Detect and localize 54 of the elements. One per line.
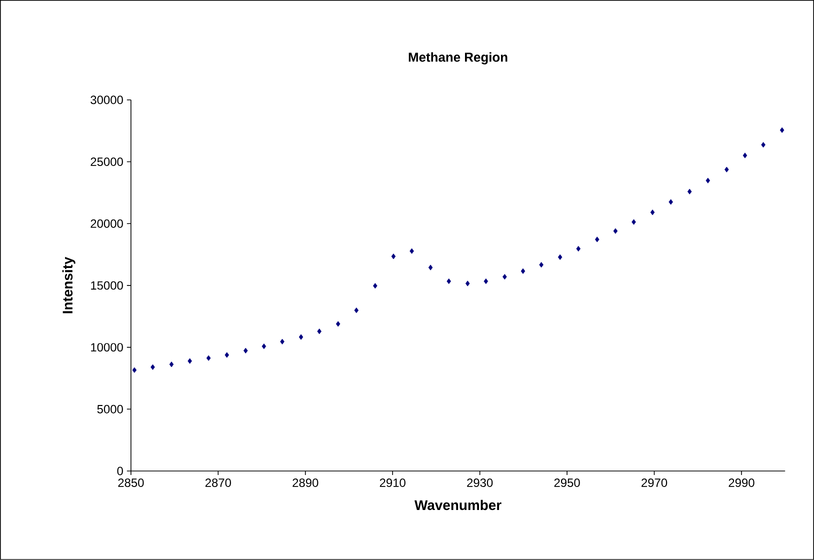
point [706, 178, 710, 184]
point [132, 367, 137, 373]
point [742, 152, 748, 158]
point [520, 268, 526, 274]
point [724, 166, 729, 172]
point [391, 254, 396, 260]
point [668, 199, 673, 205]
x-tick-label: 2950 [554, 478, 580, 488]
point [206, 355, 211, 361]
x-axis-title: Wavenumber [414, 500, 502, 510]
y-tick-label: 5000 [97, 404, 123, 414]
point [594, 236, 600, 242]
point [539, 262, 544, 268]
point [761, 142, 766, 148]
y-tick-label: 20000 [90, 219, 123, 228]
point [613, 228, 618, 234]
point [632, 219, 636, 225]
point [465, 280, 470, 286]
point [558, 254, 562, 260]
x-tick-label: 2990 [728, 478, 754, 488]
y-tick-label: 25000 [90, 158, 123, 166]
point [410, 248, 414, 254]
point [224, 352, 230, 358]
point [262, 344, 266, 350]
point [428, 264, 433, 270]
x-tick-label: 2870 [205, 478, 231, 488]
point [780, 127, 784, 133]
y-tick-label: 30000 [90, 96, 123, 104]
x-tick-label: 2910 [380, 478, 406, 488]
x-tick-label: 2850 [118, 478, 144, 488]
y-tick-label: 15000 [91, 281, 123, 290]
point [280, 338, 284, 344]
point [336, 321, 340, 327]
point [446, 278, 452, 284]
point [169, 362, 174, 368]
point [502, 274, 507, 280]
point [188, 358, 192, 364]
x-tick-label: 2890 [292, 478, 318, 488]
point [298, 334, 304, 340]
point [150, 364, 155, 370]
point [354, 308, 359, 314]
point [243, 348, 248, 354]
point [317, 328, 322, 334]
point [687, 188, 692, 194]
point [650, 210, 655, 216]
point [484, 278, 488, 284]
point [576, 246, 581, 252]
x-tick-label: 2970 [642, 478, 668, 488]
y-axis-title: Intensity [62, 256, 76, 314]
point [373, 283, 378, 289]
chart-title: Methane Region [408, 52, 508, 64]
x-tick-label: 2930 [467, 478, 493, 488]
y-tick-label: 0 [117, 466, 123, 476]
y-tick-label: 10000 [91, 343, 123, 352]
